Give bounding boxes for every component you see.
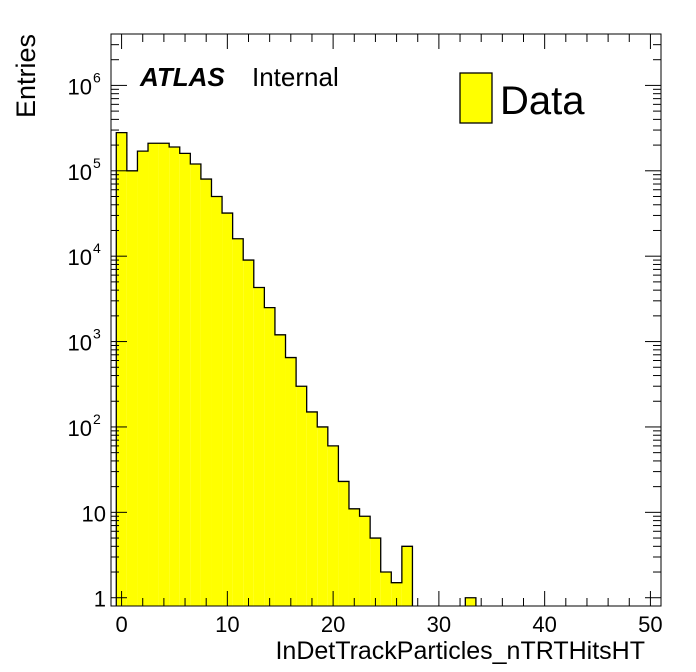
x-tick-label: 10 — [215, 612, 239, 637]
y-tick-label-exponent: 5 — [93, 155, 101, 171]
histogram-bar — [285, 357, 297, 606]
legend-label: Data — [500, 79, 585, 123]
histogram-bar — [137, 151, 149, 606]
axis-ticks — [111, 33, 661, 606]
histogram-bar — [359, 516, 371, 606]
legend: Data — [459, 72, 585, 124]
y-tick-label-exponent: 6 — [93, 69, 101, 85]
x-tick-label: 30 — [427, 612, 451, 637]
x-tick-label: 0 — [115, 612, 127, 637]
histogram-bar — [370, 538, 381, 606]
histogram-bar — [232, 238, 244, 606]
histogram-bar — [348, 508, 360, 606]
histogram-bar — [380, 572, 392, 606]
histogram-bar — [306, 411, 318, 606]
histogram-bar — [148, 143, 159, 606]
y-tick-label-exponent: 2 — [93, 411, 101, 427]
histogram-bar — [179, 153, 191, 606]
y-tick-label: 1 — [94, 587, 106, 612]
y-tick-label: 10 — [68, 331, 92, 356]
histogram-bar — [190, 164, 201, 606]
histogram-bar — [253, 287, 265, 606]
histogram-bar — [401, 546, 413, 606]
histogram-bar — [158, 143, 170, 606]
y-tick-label: 10 — [68, 416, 92, 441]
x-tick-label: 40 — [532, 612, 556, 637]
histogram-outline — [115, 131, 477, 606]
atlas-label: ATLAS Internal — [139, 62, 339, 92]
histogram-bar — [338, 481, 349, 606]
x-tick-labels: 0 10 20 30 40 50 — [115, 612, 662, 637]
histogram-bar — [222, 213, 233, 606]
y-tick-label: 10 — [68, 160, 92, 185]
histogram-bar — [243, 260, 254, 606]
legend-swatch — [459, 72, 493, 124]
atlas-label-status: Internal — [252, 62, 339, 92]
x-axis-title: InDetTrackParticles_nTRTHitsHT — [275, 637, 645, 665]
histogram-bar — [317, 426, 328, 606]
atlas-label-bold: ATLAS — [139, 62, 225, 92]
histogram-bars — [116, 132, 476, 606]
y-axis-title: Entries — [11, 34, 41, 118]
y-tick-label: 10 — [68, 245, 92, 270]
histogram-bar — [296, 386, 307, 606]
histogram-bar — [264, 307, 275, 606]
histogram-bar — [211, 196, 223, 606]
histogram-bar — [116, 132, 127, 606]
x-tick-label: 20 — [321, 612, 345, 637]
x-tick-label: 50 — [638, 612, 662, 637]
histogram-bar — [391, 582, 402, 606]
histogram-bar — [465, 597, 476, 606]
histogram-bar — [169, 146, 180, 606]
y-tick-label: 10 — [82, 501, 106, 526]
histogram-bar — [327, 445, 339, 606]
plot-frame — [110, 33, 662, 607]
histogram-bar — [274, 334, 286, 606]
histogram-bar — [126, 170, 138, 606]
y-tick-label-exponent: 3 — [93, 326, 101, 342]
y-tick-label: 10 — [68, 74, 92, 99]
y-tick-label-exponent: 4 — [93, 240, 101, 256]
histogram-bar — [200, 179, 212, 606]
